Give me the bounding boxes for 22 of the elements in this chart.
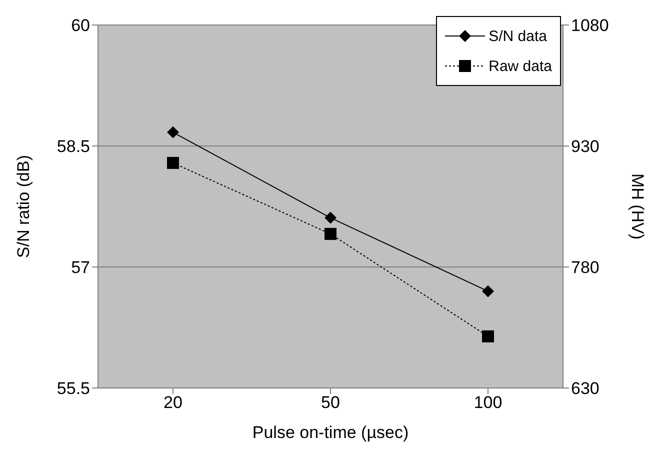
x-axis-title: Pulse on-time (µsec) [252, 423, 409, 442]
y-tick-label: 58.5 [56, 137, 90, 156]
y2-tick-label: 780 [571, 258, 600, 278]
y-axis-title: S/N ratio (dB) [14, 155, 34, 258]
y-tick-label: 57 [71, 258, 90, 278]
point [167, 156, 179, 169]
legend-label: S/N data [488, 28, 547, 44]
y2-axis-title: MH (HV) [628, 173, 647, 240]
point [324, 212, 336, 224]
y-tick-label: 55.5 [56, 379, 90, 398]
x-tick-label: 100 [474, 393, 502, 412]
point [167, 126, 179, 138]
y2-tick-label: 930 [571, 137, 600, 156]
x-tick-label: 50 [321, 393, 340, 412]
x-tick-label: 20 [164, 393, 182, 412]
y2-tick-label: 630 [571, 379, 600, 398]
point [324, 228, 336, 240]
y2-tick-label: 1080 [571, 16, 609, 36]
y-tick-label: 60 [71, 16, 90, 36]
point [482, 285, 494, 298]
point [482, 330, 494, 342]
legend-label: Raw data [488, 58, 552, 74]
